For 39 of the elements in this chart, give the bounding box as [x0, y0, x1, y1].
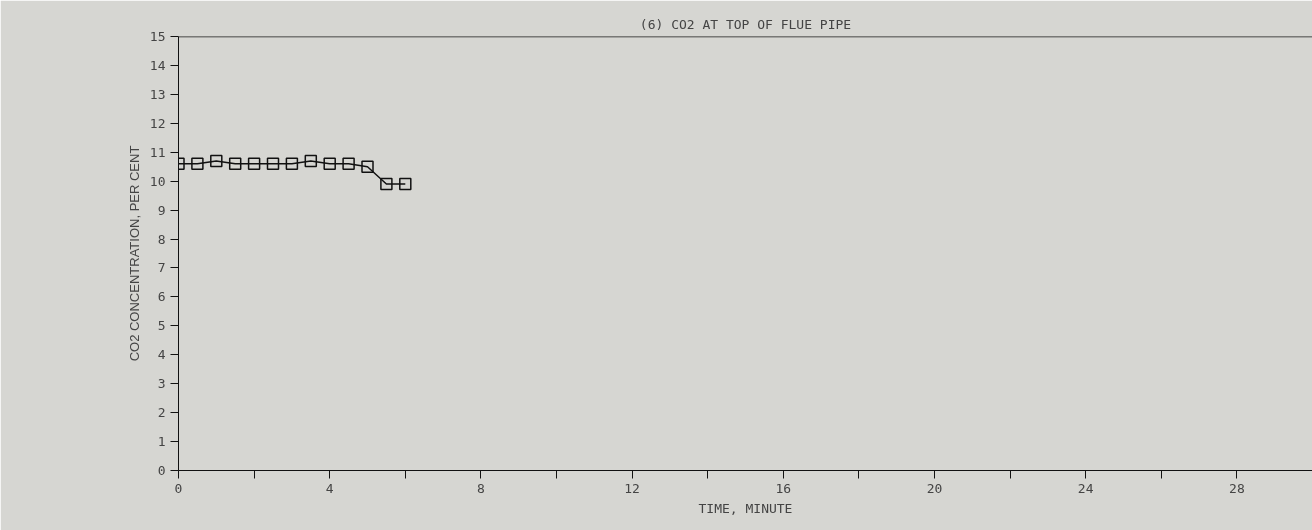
point	[228, 157, 242, 171]
y-tick-label: 12	[149, 115, 166, 131]
y-tick-label: 0	[157, 463, 166, 478]
point	[342, 157, 355, 171]
x-axis-title: TIME, MINUTE	[698, 500, 793, 516]
y-tick-label: 7	[157, 260, 166, 276]
y-tick-label: 3	[157, 376, 166, 392]
x-tick-label: 4	[325, 480, 334, 496]
y-tick-label: 13	[149, 86, 166, 102]
x-tick-label: 16	[775, 480, 792, 496]
y-axis-title: CO2 CONCENTRATION, PER CENT	[126, 145, 142, 362]
y-tick-label: 1	[157, 434, 166, 450]
y-tick-label: 14	[149, 57, 166, 73]
point	[323, 157, 336, 171]
y-tick-label: 2	[157, 405, 166, 421]
y-tick-label: 6	[157, 289, 166, 305]
y-tick-label: 4	[157, 347, 166, 363]
y-tick-label: 10	[149, 173, 166, 189]
point	[380, 177, 393, 191]
y-tick-label: 11	[149, 144, 166, 160]
x-tick-label: 8	[476, 480, 485, 496]
y-tick-label: 8	[157, 231, 166, 247]
point	[399, 177, 412, 191]
chart-title: (6) CO2 AT TOP OF FLUE PIPE	[639, 16, 852, 32]
point	[266, 157, 280, 171]
y-tick-label: 9	[157, 202, 166, 218]
x-tick-label: 28	[1229, 480, 1245, 496]
x-tick-label: 24	[1077, 480, 1094, 496]
point	[247, 157, 261, 171]
x-tick-label: 20	[926, 480, 943, 496]
point	[191, 157, 204, 171]
y-tick-label: 5	[157, 318, 166, 334]
point	[285, 157, 299, 171]
point	[304, 154, 318, 168]
x-tick-label: 12	[624, 480, 640, 496]
y-tick-label: 15	[149, 29, 166, 44]
point	[210, 154, 223, 168]
point	[361, 160, 374, 173]
x-tick-label: 0	[174, 480, 183, 496]
